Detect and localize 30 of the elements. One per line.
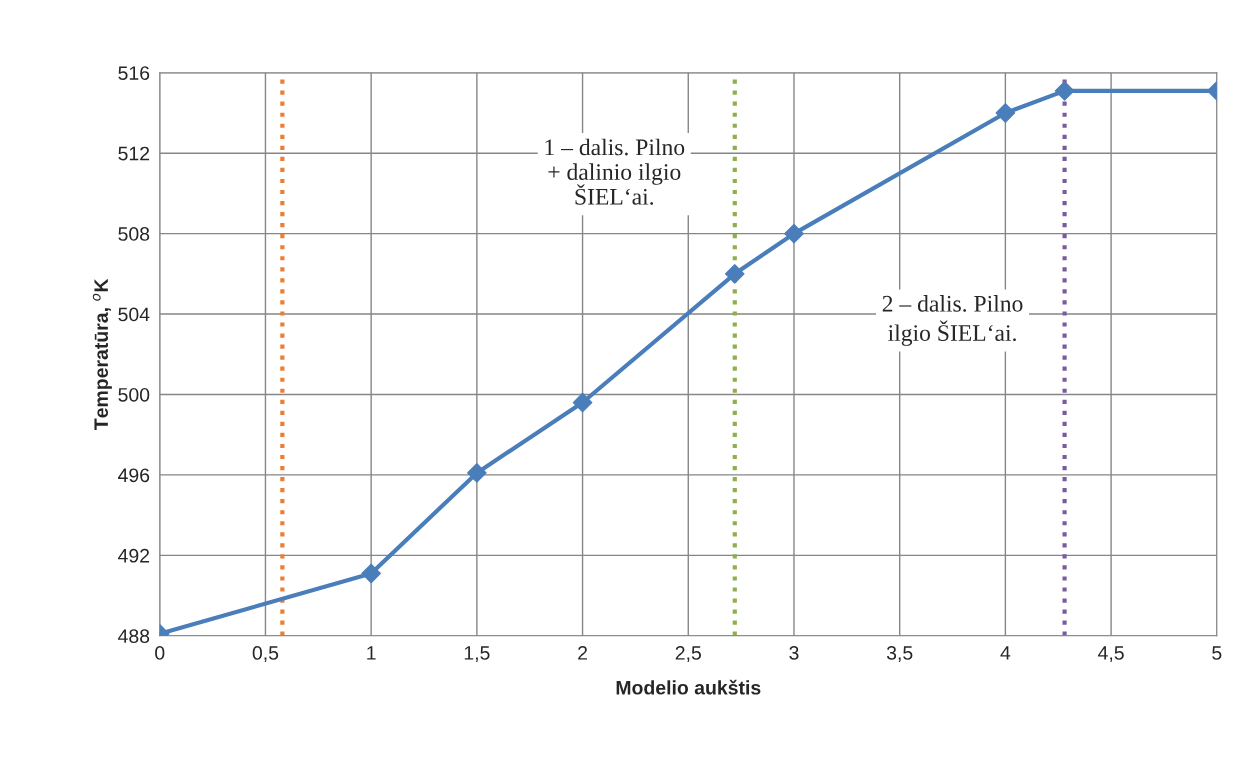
x-tick-label: 4 xyxy=(1000,646,1011,660)
point xyxy=(361,563,381,584)
annotation: 2 – dalis. Pilno ilgio ŠIEL‘ai. xyxy=(882,295,1023,346)
x-tick-label: 3 xyxy=(789,646,799,660)
y-tick-label: 488 xyxy=(118,629,150,644)
y-tick-label: 516 xyxy=(118,66,150,81)
point xyxy=(784,223,804,244)
point xyxy=(995,103,1016,123)
annotation: 1 – dalis. Pilno + dalinio ilgio ŠIEL‘ai. xyxy=(545,138,685,205)
x-tick-label: 2 xyxy=(578,646,587,660)
y-tick-label: 492 xyxy=(118,548,150,563)
y-tick-label: 500 xyxy=(118,387,150,402)
x-axis-title: Modelio aukštis xyxy=(616,679,761,695)
point xyxy=(724,264,745,284)
point xyxy=(467,463,487,483)
point xyxy=(572,392,593,413)
y-tick-label: 512 xyxy=(118,146,150,161)
x-tick-label: 5 xyxy=(1212,646,1222,660)
x-tick-label: 0,5 xyxy=(252,646,279,663)
x-tick-label: 4,5 xyxy=(1098,646,1124,663)
x-tick-label: 1 xyxy=(367,646,376,660)
x-tick-label: 3,5 xyxy=(886,646,913,663)
y-tick-label: 508 xyxy=(118,227,150,241)
y-tick-label: 504 xyxy=(118,307,150,322)
y-tick-label: 496 xyxy=(118,468,150,483)
point xyxy=(1054,81,1075,101)
x-tick-label: 1,5 xyxy=(464,646,490,663)
x-tick-label: 2,5 xyxy=(675,646,701,663)
x-tick-label: 0 xyxy=(155,646,165,660)
y-axis-title: Temperatūra, $^{o}$K xyxy=(92,278,112,430)
